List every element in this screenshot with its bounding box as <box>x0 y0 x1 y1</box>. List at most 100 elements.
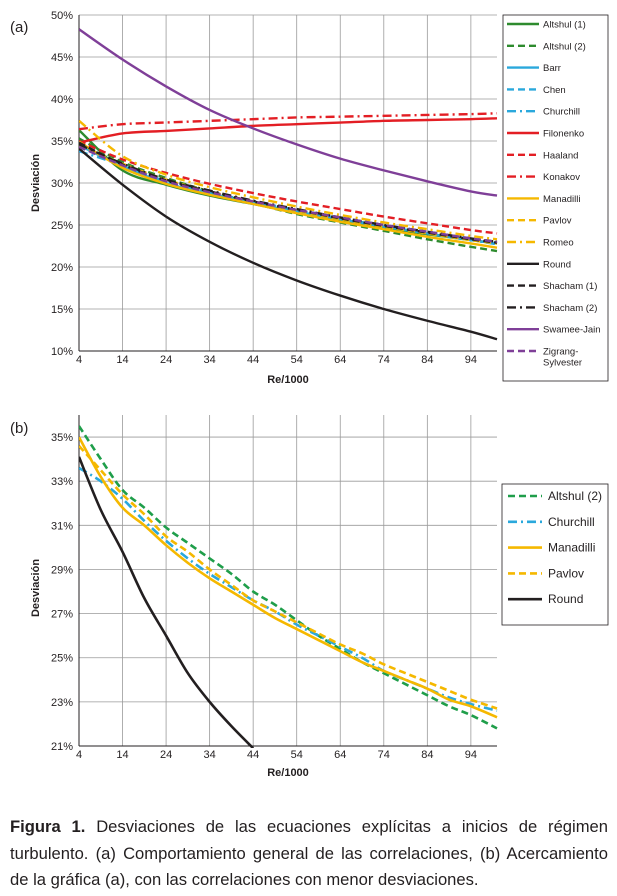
legend-label: Altshul (2) <box>548 489 602 503</box>
y-tick-label: 25% <box>51 220 73 232</box>
series-line-pavlov <box>79 445 498 710</box>
x-tick-label: 34 <box>204 749 216 761</box>
legend-item-konakov: Konakov <box>507 172 580 183</box>
figure-caption: Figura 1. Desviaciones de las ecuaciones… <box>10 814 608 894</box>
legend-label: Altshul (1) <box>543 20 586 31</box>
series-line-romeo <box>79 119 498 241</box>
series-line-konakov <box>79 112 498 131</box>
plot-background <box>79 415 497 746</box>
legend-label: Churchill <box>543 107 580 118</box>
y-tick-label: 25% <box>51 653 73 665</box>
y-tick-label: 40% <box>51 94 73 106</box>
legend-item-barr: Barr <box>507 63 561 74</box>
x-tick-label: 54 <box>291 354 303 366</box>
x-tick-label: 84 <box>421 749 433 761</box>
tick-labels: 4 14 24 34 44 54 64 74 84 94 21% 23% 25% 27% 29% 31% 33%… <box>51 432 477 761</box>
legend-label: Romeo <box>543 238 574 249</box>
legend-b: Altshul (2) Churchill Manadilli Pavlov Round <box>501 483 609 626</box>
caption-text: Desviaciones de las ecuaciones explícita… <box>10 817 609 889</box>
y-tick-label: 30% <box>51 178 73 190</box>
chart-panel-b: (b) 4 14 24 34 44 54 64 74 84 94 21% 23% 25% 27% 29% 31… <box>10 415 609 779</box>
legend-item-altshul-1: Altshul (1) <box>507 20 586 31</box>
y-tick-label: 15% <box>51 304 73 316</box>
x-tick-label: 64 <box>334 749 346 761</box>
x-tick-label: 84 <box>421 354 433 366</box>
legend-label: Manadilli <box>543 194 581 205</box>
legend-item-shacham-1: Shacham (1) <box>507 281 597 292</box>
legend-item-haaland: Haaland <box>507 150 578 161</box>
y-tick-label: 33% <box>51 476 73 488</box>
legend-item-altshul-2: Altshul (2) <box>507 41 586 52</box>
panel-label-a: (a) <box>10 19 28 36</box>
series-line-round <box>79 456 255 748</box>
chart-panel-a: (a) 4 14 24 34 44 54 64 74 84 94 10% 15% 20% 25% 30% 35… <box>10 10 609 386</box>
y-tick-label: 29% <box>51 564 73 576</box>
legend-label: Chen <box>543 85 566 96</box>
x-tick-label: 74 <box>378 749 390 761</box>
legend-item-swamee-jain: Swamee-Jain <box>507 325 601 336</box>
y-tick-label: 50% <box>51 10 73 22</box>
legend-item-pavlov: Pavlov <box>507 216 572 227</box>
legend-label: Altshul (2) <box>543 41 586 52</box>
legend-label: Pavlov <box>548 566 584 580</box>
x-axis-label-a: Re/1000 <box>267 374 309 386</box>
panel-label-b: (b) <box>10 420 28 437</box>
legend-box <box>501 483 609 626</box>
legend-item-zigrang-sylvester: Zigrang-Sylvester <box>507 347 582 369</box>
x-tick-label: 4 <box>76 354 82 366</box>
legend-item-churchill: Churchill <box>508 515 595 529</box>
y-tick-label: 10% <box>51 346 73 358</box>
series-lines <box>79 425 498 748</box>
legend-label: Haaland <box>543 150 578 161</box>
series-line-manadilli <box>79 436 498 719</box>
y-tick-label: 35% <box>51 432 73 444</box>
legend-label: Filonenko <box>543 129 584 140</box>
legend-item-manadilli: Manadilli <box>507 194 581 205</box>
y-tick-label: 20% <box>51 262 73 274</box>
legend-label: Konakov <box>543 172 580 183</box>
plot-area-b: 4 14 24 34 44 54 64 74 84 94 21% 23% 25% 27% 29% 31% 33%… <box>51 415 498 761</box>
y-tick-label: 23% <box>51 697 73 709</box>
x-tick-label: 94 <box>465 749 477 761</box>
legend-label: Shacham (1) <box>543 281 597 292</box>
x-tick-label: 34 <box>204 354 216 366</box>
legend-item-round: Round <box>508 592 583 606</box>
series-lines <box>79 28 498 341</box>
series-line-zigrang-sylvester <box>79 145 498 243</box>
x-tick-label: 4 <box>76 749 82 761</box>
x-tick-label: 94 <box>465 354 477 366</box>
y-axis-label-b: Desviación <box>30 559 42 617</box>
legend-item-pavlov: Pavlov <box>508 566 584 580</box>
y-tick-label: 45% <box>51 52 73 64</box>
legend-item-manadilli: Manadilli <box>508 541 595 555</box>
series-line-round <box>79 147 498 341</box>
tick-labels: 4 14 24 34 44 54 64 74 84 94 10% 15% 20% 25% 30% 35% 40%… <box>51 10 477 366</box>
legend-label: Round <box>543 259 571 270</box>
legend-label: Churchill <box>548 515 595 529</box>
legend-label: Round <box>548 592 583 606</box>
x-tick-label: 54 <box>291 749 303 761</box>
y-axis-label-a: Desviación <box>30 154 42 212</box>
x-axis-label-b: Re/1000 <box>267 767 309 779</box>
x-tick-label: 14 <box>116 354 128 366</box>
series-line-altshul-2 <box>79 425 498 730</box>
legend-item-round: Round <box>507 259 571 270</box>
legend-a: Altshul (1) Altshul (2) Barr Chen Churchill F… <box>502 14 609 382</box>
x-tick-label: 64 <box>334 354 346 366</box>
legend-label: Barr <box>543 63 561 74</box>
legend-label: Pavlov <box>543 216 572 227</box>
x-tick-label: 14 <box>116 749 128 761</box>
x-tick-label: 74 <box>378 354 390 366</box>
y-tick-label: 27% <box>51 609 73 621</box>
legend-item-churchill: Churchill <box>507 107 580 118</box>
y-tick-label: 31% <box>51 520 73 532</box>
legend-label: Shacham (2) <box>543 303 597 314</box>
plot-area-a: 4 14 24 34 44 54 64 74 84 94 10% 15% 20% 25% 30% 35% 40%… <box>51 10 498 366</box>
y-tick-label: 21% <box>51 741 73 753</box>
legend-label: Swamee-Jain <box>543 325 601 336</box>
x-tick-label: 44 <box>247 749 259 761</box>
caption-label: Figura 1. <box>10 817 86 836</box>
y-tick-label: 35% <box>51 136 73 148</box>
series-line-manadilli <box>79 140 498 249</box>
gridlines <box>78 415 497 747</box>
